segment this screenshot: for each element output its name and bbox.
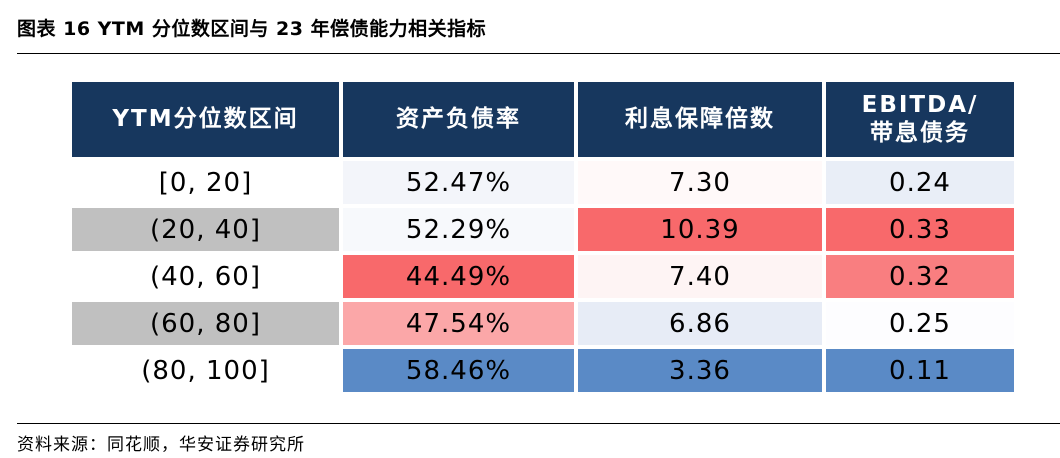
row-label-ytm-range: (40, 60] [72,255,339,298]
cell-debt-ratio: 58.46% [343,349,574,392]
row-label-ytm-range: (60, 80] [72,302,339,345]
cell-ebitda-debt: 0.24 [826,161,1014,204]
cell-debt-ratio: 52.29% [343,208,574,251]
source-divider [17,423,1060,424]
cell-ebitda-debt: 0.33 [826,208,1014,251]
row-label-ytm-range: (80, 100] [72,349,339,392]
solvency-table: YTM分位数区间 资产负债率 利息保障倍数 EBITDA/带息债务 [0, 20… [68,78,1018,396]
cell-debt-ratio: 47.54% [343,302,574,345]
cell-interest-coverage: 7.30 [578,161,822,204]
cell-ebitda-debt: 0.32 [826,255,1014,298]
cell-interest-coverage: 3.36 [578,349,822,392]
cell-interest-coverage: 6.86 [578,302,822,345]
table-row: (40, 60] 44.49% 7.40 0.32 [72,255,1014,298]
table-header-row: YTM分位数区间 资产负债率 利息保障倍数 EBITDA/带息债务 [72,82,1014,157]
title-divider [17,53,1060,54]
cell-ebitda-debt: 0.25 [826,302,1014,345]
header-ebitda-debt: EBITDA/带息债务 [826,82,1014,157]
cell-debt-ratio: 52.47% [343,161,574,204]
cell-ebitda-debt: 0.11 [826,349,1014,392]
row-label-ytm-range: (20, 40] [72,208,339,251]
table-row: (80, 100] 58.46% 3.36 0.11 [72,349,1014,392]
table-row: (20, 40] 52.29% 10.39 0.33 [72,208,1014,251]
header-ytm-percentile: YTM分位数区间 [72,82,339,157]
figure-title: 图表 16 YTM 分位数区间与 23 年偿债能力相关指标 [17,18,487,40]
source-note: 资料来源：同花顺，华安证券研究所 [17,435,305,455]
header-debt-ratio: 资产负债率 [343,82,574,157]
table-row: (60, 80] 47.54% 6.86 0.25 [72,302,1014,345]
cell-debt-ratio: 44.49% [343,255,574,298]
header-interest-coverage: 利息保障倍数 [578,82,822,157]
cell-interest-coverage: 10.39 [578,208,822,251]
cell-interest-coverage: 7.40 [578,255,822,298]
table-row: [0, 20] 52.47% 7.30 0.24 [72,161,1014,204]
row-label-ytm-range: [0, 20] [72,161,339,204]
